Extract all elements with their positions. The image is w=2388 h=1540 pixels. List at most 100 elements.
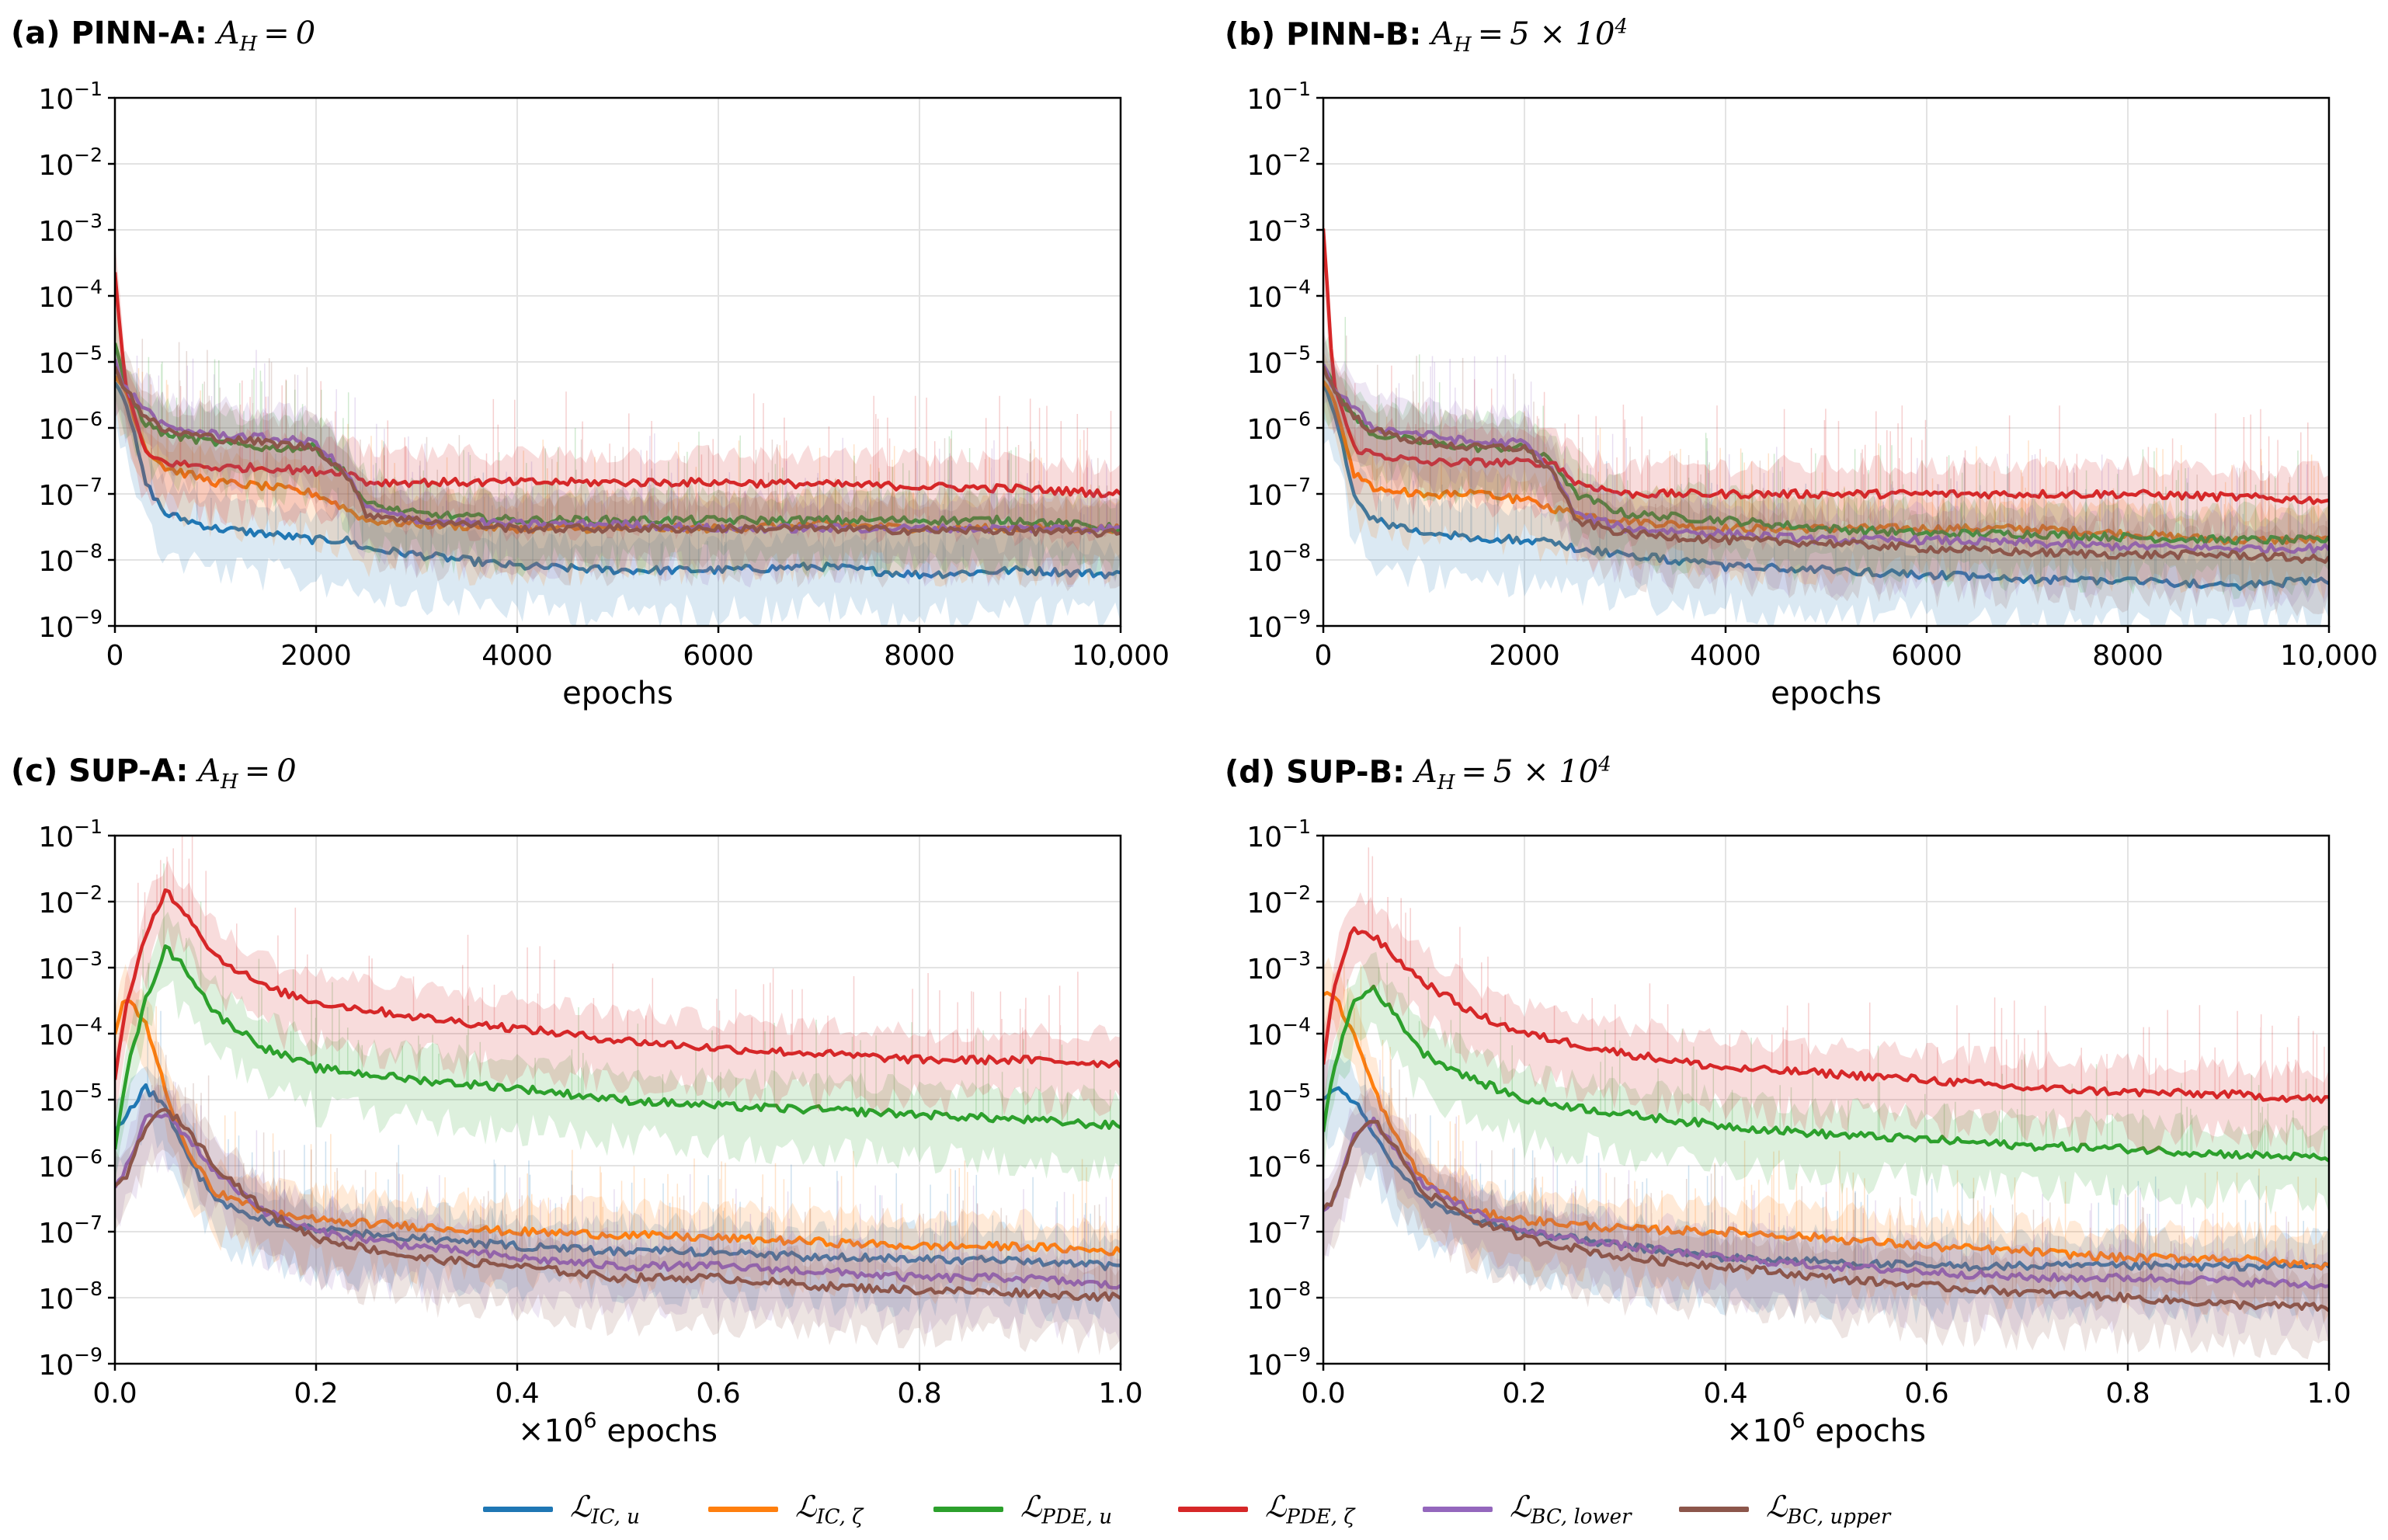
series-line-bc-upper <box>115 1107 1121 1302</box>
spikes-pde-zeta <box>1368 847 2325 1100</box>
panel-title: (d) SUP-B: AH = 5 × 104 <box>1225 753 1611 794</box>
spikes-bc-lower <box>164 1082 1107 1285</box>
x-tick-label: 10,000 <box>2280 640 2378 672</box>
band-pde-zeta <box>1323 210 2329 556</box>
y-tick-label: 10−6 <box>38 408 103 446</box>
y-tick-label: 10−2 <box>1246 144 1311 182</box>
series-line-pde-u <box>115 342 1121 534</box>
spikes-bc-lower <box>1398 355 2308 548</box>
y-tick-label: 10−6 <box>1246 408 1311 446</box>
legend: ℒIC, u ℒIC, ζ ℒPDE, u ℒPDE, ζ ℒBC, lower… <box>0 1487 2388 1534</box>
series-line-ic-u <box>115 1083 1121 1271</box>
band-ic-u <box>1323 355 2329 626</box>
legend-label: ℒPDE, u <box>1020 1489 1112 1529</box>
y-tick-label: 10−7 <box>1246 474 1311 512</box>
x-tick-label: 0.0 <box>92 1378 137 1410</box>
legend-item-bc-upper: ℒBC, upper <box>1679 1487 1890 1531</box>
x-tick-label: 0.8 <box>897 1378 941 1410</box>
x-tick-label: 0.2 <box>294 1378 338 1410</box>
x-tick-label: 6000 <box>683 640 754 672</box>
x-axis-label: ×106 epochs <box>518 1409 718 1449</box>
x-tick-label: 0.6 <box>1904 1378 1948 1410</box>
panel-title-equation: AH = 5 × 104 <box>1431 16 1628 57</box>
panel-title-label: (c) SUP-A: <box>11 753 189 789</box>
series-line-pde-u <box>115 944 1121 1150</box>
series-line-bc-upper <box>1323 365 2329 565</box>
spikes-pde-u <box>1347 962 2326 1159</box>
series-line-bc-upper <box>115 366 1121 538</box>
spikes-pde-zeta <box>137 836 1079 1062</box>
panel-title-equation: AH = 0 <box>217 16 316 56</box>
y-tick-label: 10−4 <box>1246 1013 1311 1052</box>
band-pde-u <box>115 303 1121 581</box>
panel-title-label: (d) SUP-B: <box>1225 754 1406 791</box>
spikes-bc-upper <box>141 339 1108 534</box>
panel-d: (d) SUP-B: AH = 5 × 104 10−1 10−2 10−3 10−4… <box>1194 738 2388 1483</box>
legend-label: ℒBC, upper <box>1766 1489 1891 1529</box>
series-line-bc-lower <box>1323 1116 2329 1290</box>
y-tick-label: 10−7 <box>38 1211 103 1250</box>
band-pde-zeta <box>115 860 1121 1129</box>
x-axis-label: epochs <box>562 676 673 711</box>
x-tick-label: 0.8 <box>2105 1378 2150 1410</box>
y-tick-label: 10−6 <box>1246 1145 1311 1184</box>
spikes-ic-u <box>147 1006 1106 1266</box>
y-tick-label: 10−4 <box>38 276 103 314</box>
y-tick-label: 10−1 <box>38 78 103 116</box>
y-tick-label: 10−4 <box>1246 276 1311 314</box>
plot-area <box>1323 847 2329 1360</box>
spikes-pde-u <box>142 863 1111 1125</box>
plot-area <box>115 242 1121 626</box>
spikes-bc-lower <box>136 349 1118 529</box>
spikes-ic-zeta <box>1343 952 2317 1266</box>
y-tick-label: 10−5 <box>1246 342 1311 380</box>
series-line-ic-u <box>1323 384 2329 591</box>
band-bc-upper <box>1323 330 2329 617</box>
legend-item-pde-u: ℒPDE, u <box>933 1487 1112 1531</box>
x-tick-label: 4000 <box>481 640 553 672</box>
y-tick-label: 10−8 <box>38 540 103 578</box>
band-pde-zeta <box>115 242 1121 551</box>
legend-label: ℒPDE, ζ <box>1265 1489 1355 1529</box>
legend-label: ℒBC, lower <box>1510 1489 1632 1529</box>
panel-title-equation: AH = 0 <box>198 753 297 794</box>
y-tick-label: 10−8 <box>1246 540 1311 578</box>
y-tick-label: 10−2 <box>1246 881 1311 919</box>
legend-swatch <box>1423 1506 1493 1512</box>
panel-title-label: (b) PINN-B: <box>1225 16 1422 53</box>
series-line-ic-u <box>115 381 1121 580</box>
y-tick-label: 10−5 <box>38 1079 103 1118</box>
band-pde-u <box>1323 335 2329 600</box>
y-tick-label: 10−3 <box>1246 947 1311 986</box>
legend-swatch <box>708 1506 778 1512</box>
y-tick-label: 10−8 <box>38 1278 103 1316</box>
series-line-ic-zeta <box>115 999 1121 1257</box>
band-ic-zeta <box>1323 957 2329 1323</box>
y-tick-label: 10−9 <box>38 1344 103 1382</box>
y-tick-label: 10−2 <box>38 881 103 919</box>
spikes-ic-zeta <box>155 1006 1121 1252</box>
panel-title: (a) PINN-A: AH = 0 <box>11 16 315 56</box>
x-tick-label: 2000 <box>280 640 352 672</box>
spikes-bc-upper <box>1364 1057 2324 1308</box>
x-tick-label: 0.2 <box>1502 1378 1546 1410</box>
chart-d: 10−1 10−2 10−3 10−4 10−5 10−6 10−7 10−8 10−90.0 0… <box>1246 815 2351 1449</box>
y-tick-label: 10−6 <box>38 1145 103 1184</box>
y-tick-label: 10−5 <box>38 342 103 380</box>
band-bc-lower <box>115 338 1121 588</box>
band-bc-lower <box>1323 322 2329 608</box>
y-tick-label: 10−7 <box>38 474 103 512</box>
spikes-pde-u <box>136 356 1111 528</box>
band-ic-u <box>1323 1056 2329 1326</box>
x-tick-label: 0 <box>1315 640 1333 672</box>
y-tick-label: 10−4 <box>38 1013 103 1052</box>
series-line-bc-lower <box>1323 363 2329 554</box>
legend-swatch <box>1178 1506 1248 1512</box>
panel-title-equation: AH = 5 × 104 <box>1414 753 1611 795</box>
x-tick-label: 0 <box>106 640 124 672</box>
spikes-bc-lower <box>1379 1059 2316 1286</box>
band-bc-upper <box>1323 1087 2329 1360</box>
panel-title: (b) PINN-B: AH = 5 × 104 <box>1225 16 1628 57</box>
x-tick-label: 1.0 <box>1098 1378 1142 1410</box>
y-tick-label: 10−2 <box>38 144 103 182</box>
